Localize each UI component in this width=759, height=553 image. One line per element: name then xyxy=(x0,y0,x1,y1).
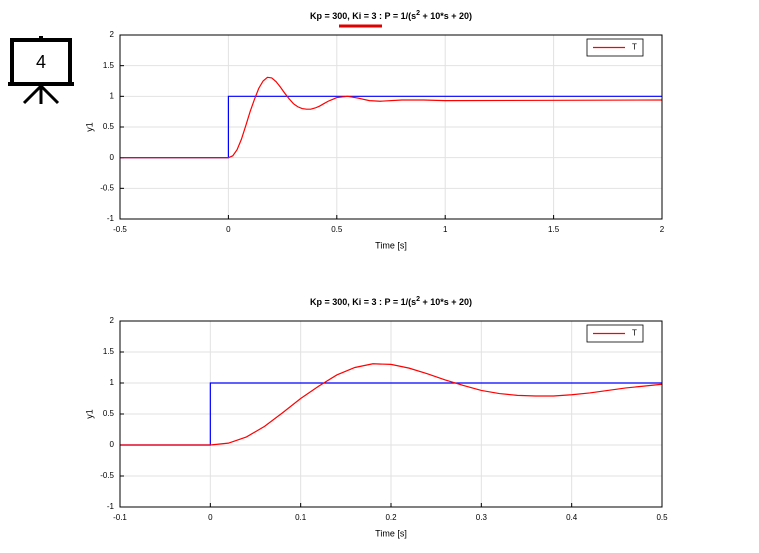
x-tick-label: 0 xyxy=(208,513,213,522)
y-tick-label: -1 xyxy=(107,502,115,511)
series-line xyxy=(120,363,663,446)
title-part: 2 xyxy=(416,296,420,303)
x-tick-label: 0.4 xyxy=(566,513,578,522)
chart-title: Kp = 300, Ki = 3 : P = 1/(s2 + 10*s + 20… xyxy=(310,296,472,308)
y-tick-label: 2 xyxy=(110,316,115,325)
y-tick-label: -0.5 xyxy=(100,183,114,192)
x-tick-label: -0.5 xyxy=(113,225,127,234)
x-tick-label: 0 xyxy=(226,225,231,234)
legend-label: T xyxy=(632,329,637,338)
title-part: Kp = 300, Ki = 3 : P = 1/(s xyxy=(310,297,416,307)
board-leg xyxy=(22,84,43,105)
x-tick-label: 2 xyxy=(660,225,665,234)
x-axis-label: Time [s] xyxy=(375,528,407,538)
chart-title: Kp = 300, Ki = 3 : P = 1/(s2 + 10*s + 20… xyxy=(310,10,472,22)
legend: T xyxy=(586,38,644,57)
y-axis-label: y1 xyxy=(84,122,94,132)
y-tick-label: 1 xyxy=(110,91,115,100)
legend-label: T xyxy=(632,43,637,52)
y-tick-label: -1 xyxy=(107,214,115,223)
legend: T xyxy=(586,324,644,343)
y-tick-label: 2 xyxy=(110,30,115,39)
badge-number: 4 xyxy=(36,52,46,72)
x-tick-label: 1 xyxy=(443,225,448,234)
axes-box xyxy=(119,34,663,220)
series-line xyxy=(120,76,663,159)
x-axis-label: Time [s] xyxy=(375,240,407,250)
title-part: 2 xyxy=(416,10,420,17)
y-tick-label: 1.5 xyxy=(103,347,115,356)
title-part: + 10*s + 20) xyxy=(420,11,472,21)
title-part: Kp = 300, Ki = 3 : P = 1/(s xyxy=(310,11,416,21)
axes-box xyxy=(119,320,663,508)
x-tick-label: 0.2 xyxy=(385,513,397,522)
y-tick-label: 0.5 xyxy=(103,122,115,131)
x-tick-label: 0.5 xyxy=(656,513,668,522)
y-tick-label: 0.5 xyxy=(103,409,115,418)
y-tick-label: 0 xyxy=(110,440,115,449)
title-part: + 10*s + 20) xyxy=(420,297,472,307)
y-axis-label: y1 xyxy=(84,409,94,419)
x-tick-label: -0.1 xyxy=(113,513,127,522)
x-tick-label: 0.1 xyxy=(295,513,307,522)
y-tick-label: 0 xyxy=(110,153,115,162)
board-leg xyxy=(39,84,60,105)
y-tick-label: -0.5 xyxy=(100,471,114,480)
y-tick-label: 1.5 xyxy=(103,61,115,70)
x-tick-label: 0.5 xyxy=(331,225,343,234)
badge-icon: 4 xyxy=(8,36,74,105)
x-tick-label: 0.3 xyxy=(476,513,488,522)
x-tick-label: 1.5 xyxy=(548,225,560,234)
y-tick-label: 1 xyxy=(110,378,115,387)
